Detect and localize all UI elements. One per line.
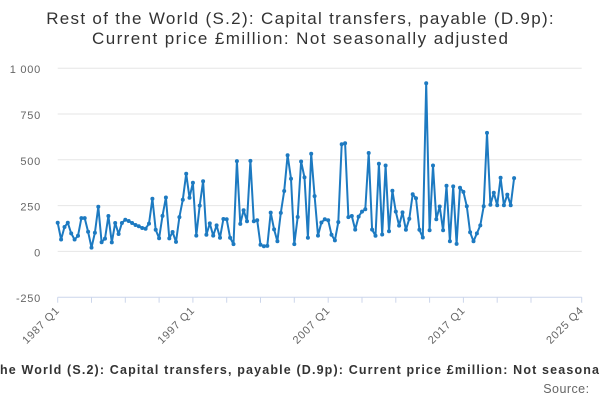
svg-text:250: 250 bbox=[20, 202, 41, 214]
svg-text:Rest of the World (S.2): Capit: Rest of the World (S.2): Capital transfe… bbox=[0, 363, 600, 377]
svg-text:1 000: 1 000 bbox=[10, 64, 41, 76]
svg-text:Rest of the World (S.2): Capit: Rest of the World (S.2): Capital transfe… bbox=[46, 9, 555, 28]
svg-text:-250: -250 bbox=[16, 293, 41, 305]
svg-text:0: 0 bbox=[34, 247, 41, 259]
svg-text:Source:: Source: bbox=[543, 382, 589, 396]
svg-text:Current price £million: Not se: Current price £million: Not seasonally a… bbox=[92, 29, 509, 48]
svg-text:500: 500 bbox=[20, 156, 41, 168]
svg-text:750: 750 bbox=[20, 110, 41, 122]
